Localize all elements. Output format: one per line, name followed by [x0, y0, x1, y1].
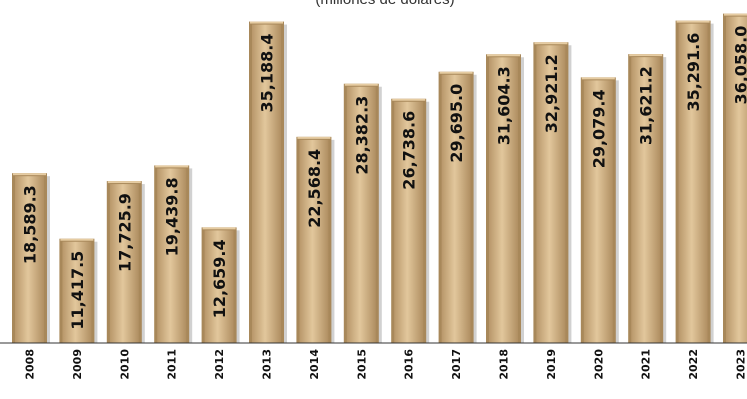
x-tick-label: 2008	[24, 349, 37, 380]
bar-highlight	[629, 54, 663, 57]
bar-highlight	[107, 181, 141, 184]
bar-face	[62, 241, 92, 343]
bar-face	[726, 16, 747, 344]
value-label: 32,921.2	[542, 54, 561, 133]
bar-highlight	[676, 20, 710, 23]
value-label: 17,725.9	[115, 193, 134, 272]
value-label: 29,695.0	[447, 84, 466, 163]
bar-highlight	[392, 98, 426, 101]
x-tick-label: 2014	[308, 349, 321, 380]
value-label: 12,659.4	[210, 239, 229, 318]
x-tick-label: 2013	[261, 349, 274, 380]
bar-highlight	[297, 136, 331, 139]
x-ticks-group: 2008 2009 2010 2011 2012 2013 2014 2015 2016 2017…	[24, 349, 747, 380]
value-label: 22,568.4	[305, 149, 324, 228]
value-label: 31,604.3	[495, 66, 514, 145]
x-tick-label: 2012	[213, 349, 226, 380]
bar-face	[678, 23, 708, 343]
chart-subtitle: (millones de dólares)	[315, 0, 454, 8]
bar-2014	[296, 136, 335, 343]
bar-face	[204, 230, 234, 343]
bar-face	[631, 57, 661, 343]
x-tick-label: 2021	[640, 349, 653, 380]
bar-2013	[249, 21, 287, 343]
bar-face	[489, 57, 518, 344]
bar-highlight	[724, 13, 747, 16]
value-label: 19,439.8	[163, 177, 182, 256]
bar-2018	[486, 54, 524, 344]
bar-2015	[343, 83, 382, 344]
x-tick-label: 2019	[545, 349, 558, 380]
value-label: 26,738.6	[400, 111, 419, 190]
bar-2019	[533, 42, 572, 344]
bars-group: 18,589.3 11,417.5 17,725.9 19,439.8 12,659.4…	[12, 13, 747, 344]
bar-highlight	[344, 83, 378, 86]
bar-highlight	[155, 165, 189, 168]
bar-face	[252, 24, 281, 343]
bar-face	[346, 86, 376, 344]
bar-face	[441, 74, 471, 343]
value-label: 29,079.4	[589, 89, 608, 168]
bar-highlight	[439, 71, 473, 74]
bar-face	[109, 184, 139, 343]
bar-2017	[438, 71, 477, 343]
bar-2010	[106, 181, 145, 343]
bar-highlight	[60, 238, 94, 241]
bar-highlight	[581, 77, 615, 80]
bar-2012	[201, 227, 240, 343]
bar-2008	[12, 173, 50, 343]
x-tick-label: 2015	[355, 349, 368, 380]
x-tick-label: 2016	[403, 349, 416, 380]
bar-highlight	[250, 21, 283, 24]
value-label: 36,058.0	[732, 26, 747, 105]
bar-face	[15, 176, 44, 343]
bar-highlight	[13, 173, 46, 176]
x-tick-label: 2011	[166, 349, 179, 380]
value-label: 11,417.5	[68, 251, 87, 330]
x-tick-label: 2017	[450, 349, 463, 380]
value-label: 28,382.3	[352, 96, 371, 175]
x-tick-label: 2020	[592, 349, 605, 380]
bar-2021	[628, 54, 667, 343]
value-label: 31,621.2	[637, 66, 656, 145]
value-label: 35,188.4	[258, 34, 277, 113]
bar-highlight	[534, 42, 568, 45]
bar-2022	[675, 20, 714, 343]
bar-highlight	[487, 54, 520, 57]
bar-face	[394, 101, 424, 343]
bar-2020	[580, 77, 619, 344]
x-tick-label: 2009	[71, 349, 84, 380]
x-tick-label: 2022	[687, 349, 700, 380]
bar-face	[299, 139, 329, 343]
x-tick-label: 2018	[498, 349, 511, 380]
bar-2016	[391, 98, 430, 343]
x-tick-label: 2023	[735, 349, 747, 380]
value-label: 35,291.6	[684, 33, 703, 112]
value-label: 18,589.3	[21, 185, 40, 264]
x-tick-label: 2010	[118, 349, 131, 380]
bar-face	[583, 80, 613, 344]
bar-2011	[154, 165, 193, 343]
bar-2023	[723, 13, 747, 344]
bar-2009	[59, 238, 98, 343]
bar-highlight	[202, 227, 236, 230]
bar-face	[157, 168, 187, 343]
bar-face	[536, 45, 566, 344]
